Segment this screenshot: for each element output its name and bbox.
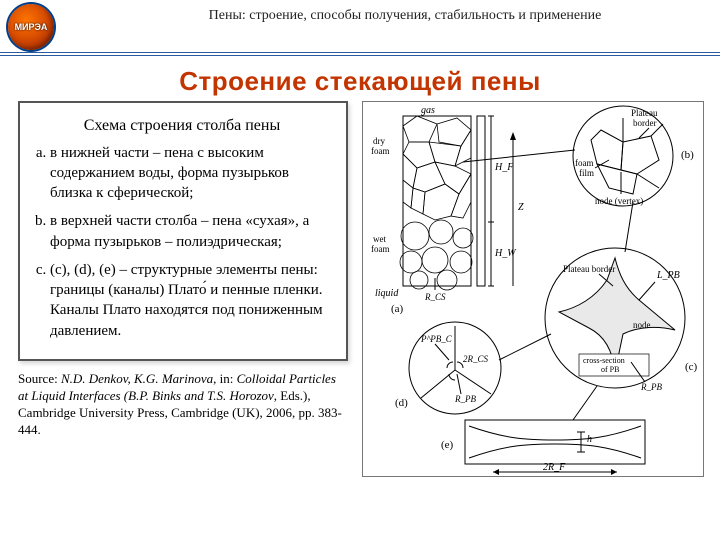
text-column: Схема строения столба пены в нижней част…	[18, 101, 348, 482]
scheme-caption: Схема строения столба пены	[28, 115, 336, 137]
fig-label-2RCS: 2R_CS	[463, 354, 489, 364]
fig-label-RPB-d: R_PB	[454, 394, 476, 404]
fig-label-plateau-border-c: Plateau border	[563, 264, 615, 274]
source-pre: Source:	[18, 371, 61, 386]
fig-label-Z: Z	[518, 202, 524, 213]
panel-d: P^PB_C 2R_CS R_PB (d)	[395, 322, 501, 414]
eyebrow-subtitle: Пены: строение, способы получения, стаби…	[110, 8, 700, 24]
fig-label-liquid: liquid	[375, 288, 399, 299]
fig-label-HW: H_W	[494, 248, 517, 259]
panel-label-d: (d)	[395, 397, 408, 409]
org-logo: МИРЭА	[8, 4, 54, 50]
fig-label-plateau-border: Plateau	[631, 108, 658, 118]
logo-text: МИРЭА	[15, 22, 48, 32]
fig-label-wet: wet	[373, 234, 386, 244]
source-authors: N.D. Denkov, K.G. Marinova	[61, 371, 213, 386]
source-citation: Source: N.D. Denkov, K.G. Marinova, in: …	[18, 371, 348, 439]
fig-label-dry: dry	[373, 136, 385, 146]
panel-label-e: (e)	[441, 439, 454, 451]
fig-label-node: node	[633, 320, 651, 330]
panel-b: Plateau border foam film node (vertex) (…	[463, 106, 694, 206]
panel-label-c: (c)	[685, 361, 698, 373]
svg-text:film: film	[579, 168, 594, 178]
fig-label-RCS-a: R_CS	[424, 292, 446, 302]
panel-c: Plateau border node L_PB cross-section o…	[499, 202, 698, 392]
fig-label-node-vertex: node (vertex)	[595, 196, 643, 206]
foam-structure-figure: gas dry foam wet foam liquid H_F H_W Z R…	[362, 101, 704, 477]
panel-a: gas dry foam wet foam liquid H_F H_W Z R…	[371, 105, 524, 315]
bullet-b: в верхней части столба – пена «сухая», а…	[50, 211, 336, 252]
fig-label-gas: gas	[421, 105, 435, 116]
fig-label-LPB: L_PB	[656, 270, 680, 281]
fig-label-2RF: 2R_F	[543, 462, 566, 473]
content-row: Схема строения столба пены в нижней част…	[0, 101, 720, 482]
fig-label-cross-pb-1: cross-section	[583, 356, 625, 365]
panel-label-b: (b)	[681, 149, 694, 161]
source-mid: , in:	[213, 371, 236, 386]
svg-text:border: border	[633, 118, 657, 128]
fig-label-h: h	[587, 434, 592, 445]
header-band: МИРЭА Пены: строение, способы получения,…	[0, 0, 720, 56]
text-block: Схема строения столба пены в нижней част…	[18, 101, 348, 361]
page-title: Строение стекающей пены	[0, 66, 720, 97]
bullet-a: в нижней части – пена с высоким содержан…	[50, 143, 336, 204]
fig-label-HF: H_F	[494, 162, 514, 173]
svg-text:foam: foam	[371, 244, 390, 254]
figure-column: gas dry foam wet foam liquid H_F H_W Z R…	[362, 101, 702, 482]
panel-label-a: (a)	[391, 303, 404, 315]
fig-label-RPB-c: R_PB	[640, 382, 662, 392]
svg-text:of PB: of PB	[601, 365, 619, 374]
fig-label-PPB: P^PB_C	[420, 334, 453, 344]
fig-label-foam-film-1: foam	[575, 158, 594, 168]
bullet-c: (c), (d), (e) – структурные элементы пен…	[50, 260, 336, 341]
svg-text:foam: foam	[371, 146, 390, 156]
